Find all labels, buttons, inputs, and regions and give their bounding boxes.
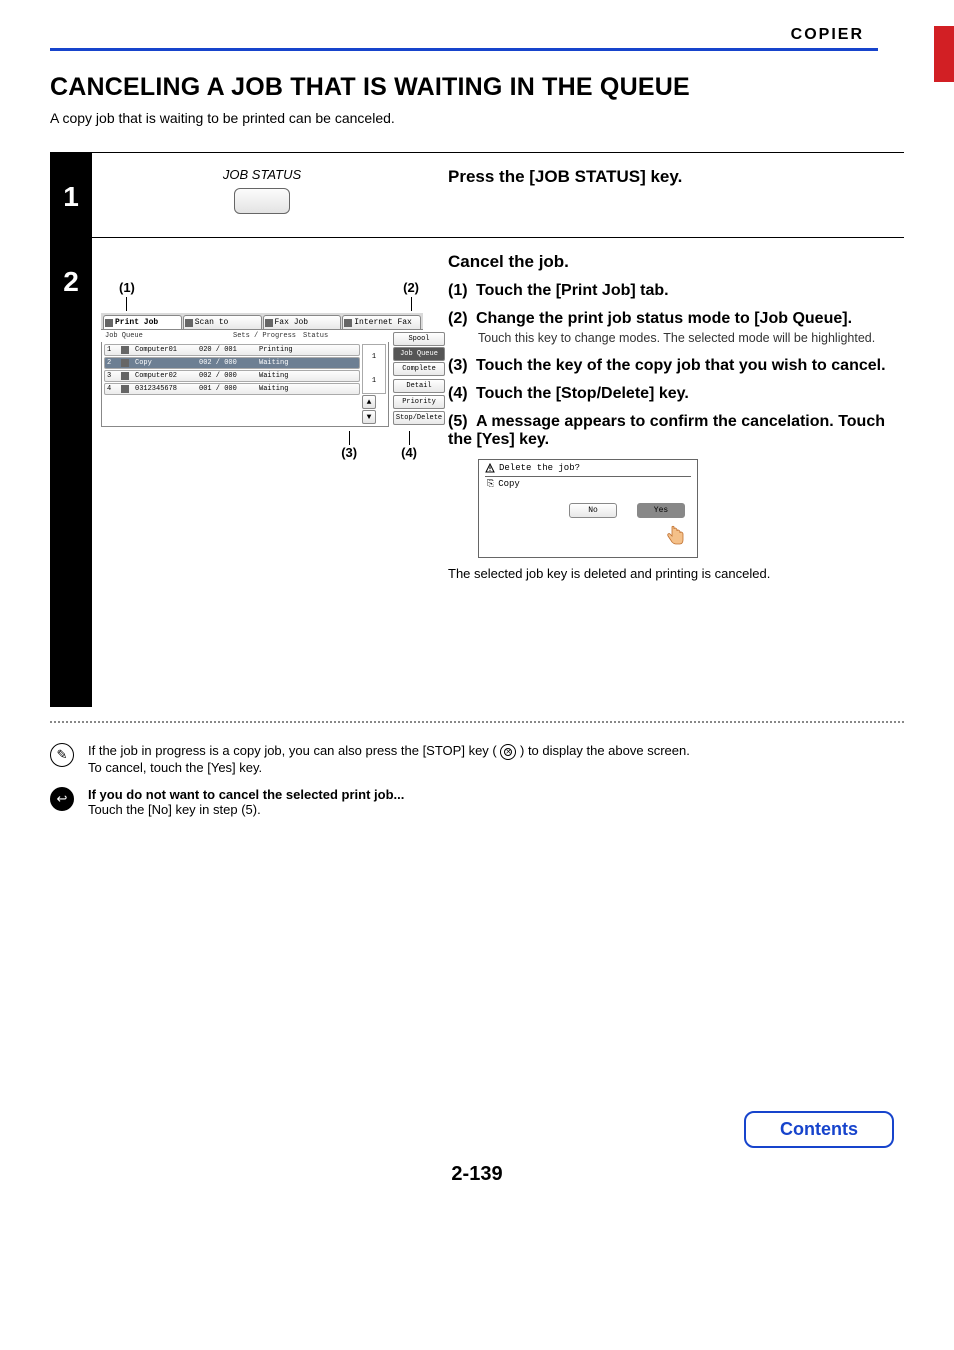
job-row[interactable]: 3Computer02002 / 000Waiting bbox=[104, 370, 360, 382]
note-1: ✎ If the job in progress is a copy job, … bbox=[50, 737, 904, 781]
step-2: 2 (1) (2) Print Job Scan to Fax Job Inte… bbox=[50, 237, 904, 707]
tab-internet-fax[interactable]: Internet Fax bbox=[342, 315, 421, 329]
btn-stop-delete[interactable]: Stop/Delete bbox=[393, 411, 445, 425]
back-icon: ↩ bbox=[50, 787, 74, 811]
scan-icon bbox=[185, 319, 193, 327]
job-icon bbox=[121, 359, 129, 367]
job-status-key-label: JOB STATUS bbox=[223, 167, 301, 182]
sub-step: (1)Touch the [Print Job] tab. bbox=[448, 282, 900, 300]
job-row[interactable]: 40312345678001 / 000Waiting bbox=[104, 383, 360, 395]
tab-fax-job[interactable]: Fax Job bbox=[263, 315, 342, 329]
sub-step: (2)Change the print job status mode to [… bbox=[448, 310, 900, 347]
scroll-down[interactable]: ▼ bbox=[362, 410, 376, 424]
sub-step: (4)Touch the [Stop/Delete] key. bbox=[448, 385, 900, 403]
header-rule bbox=[50, 48, 878, 51]
btn-priority[interactable]: Priority bbox=[393, 395, 445, 409]
note-2: ↩ If you do not want to cancel the selec… bbox=[50, 781, 904, 823]
mode-complete[interactable]: Complete bbox=[393, 362, 445, 376]
scroll-indicator: 11 bbox=[362, 344, 386, 394]
note2-body: Touch the [No] key in step (5). bbox=[88, 802, 261, 817]
fax-icon bbox=[265, 319, 273, 327]
job-icon bbox=[121, 385, 129, 393]
pencil-icon: ✎ bbox=[50, 743, 74, 767]
step1-heading: Press the [JOB STATUS] key. bbox=[448, 167, 900, 187]
dialog-no[interactable]: No bbox=[569, 503, 617, 518]
contents-button[interactable]: Contents bbox=[744, 1111, 894, 1148]
page-intro: A copy job that is waiting to be printed… bbox=[50, 110, 904, 126]
job-row[interactable]: 1Computer01020 / 001Printing bbox=[104, 344, 360, 356]
dialog-yes[interactable]: Yes bbox=[637, 503, 685, 518]
stop-key-icon: ✕ bbox=[500, 744, 516, 760]
scroll-up[interactable]: ▲ bbox=[362, 395, 376, 409]
sub-step: (3)Touch the key of the copy job that yo… bbox=[448, 357, 900, 375]
confirm-dialog: Delete the job? ⎘ Copy No Yes bbox=[478, 459, 698, 558]
callout-1: (1) bbox=[119, 280, 135, 295]
job-status-key[interactable] bbox=[234, 188, 290, 214]
dialog-item: Copy bbox=[498, 479, 520, 489]
copy-icon: ⎘ bbox=[487, 479, 494, 489]
job-icon bbox=[121, 372, 129, 380]
page-number: 2-139 bbox=[0, 1163, 954, 1186]
job-row[interactable]: 2Copy002 / 000Waiting bbox=[104, 357, 360, 369]
job-status-screen: (1) (2) Print Job Scan to Fax Job Intern… bbox=[101, 280, 423, 460]
mode-spool[interactable]: Spool bbox=[393, 332, 445, 346]
callout-4: (4) bbox=[401, 445, 417, 460]
step2-heading: Cancel the job. bbox=[448, 252, 900, 272]
mode-job-queue[interactable]: Job Queue bbox=[393, 347, 445, 361]
job-icon bbox=[121, 346, 129, 354]
step-1: 1 JOB STATUS Press the [JOB STATUS] key. bbox=[50, 152, 904, 237]
note2-title: If you do not want to cancel the selecte… bbox=[88, 787, 404, 802]
section-label: COPIER bbox=[50, 26, 904, 44]
callout-2: (2) bbox=[403, 280, 419, 295]
after-dialog-text: The selected job key is deleted and prin… bbox=[448, 566, 900, 581]
step-number: 2 bbox=[50, 238, 92, 707]
step-number: 1 bbox=[50, 153, 92, 237]
callout-3: (3) bbox=[341, 445, 357, 460]
page-title: CANCELING A JOB THAT IS WAITING IN THE Q… bbox=[50, 73, 904, 102]
ifax-icon bbox=[344, 319, 352, 327]
col-sets: Sets / Progress bbox=[233, 332, 303, 340]
btn-detail[interactable]: Detail bbox=[393, 379, 445, 393]
printer-icon bbox=[105, 319, 113, 327]
sub-step: (5)A message appears to confirm the canc… bbox=[448, 413, 900, 449]
col-queue: Job Queue bbox=[105, 332, 233, 340]
tab-print-job[interactable]: Print Job bbox=[103, 315, 182, 329]
tab-scan-to[interactable]: Scan to bbox=[183, 315, 262, 329]
hand-pointer-icon bbox=[479, 524, 697, 557]
dialog-message: Delete the job? bbox=[499, 463, 580, 473]
warning-icon bbox=[485, 463, 495, 473]
col-status: Status bbox=[303, 332, 361, 340]
